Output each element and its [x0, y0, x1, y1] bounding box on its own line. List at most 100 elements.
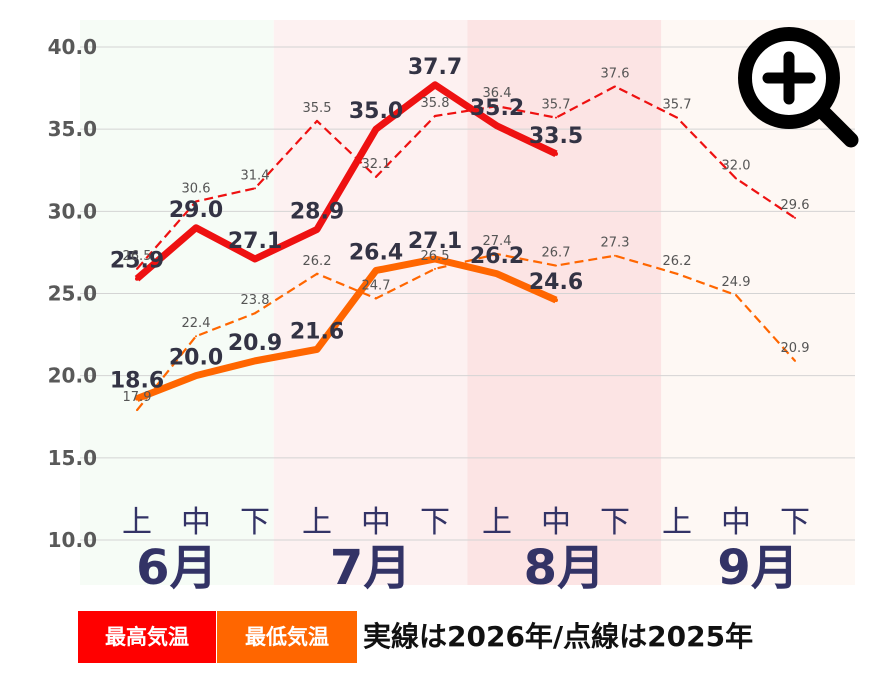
data-label-high_2025: 31.4: [241, 168, 270, 183]
y-tick-label: 35.0: [48, 117, 97, 141]
data-point-high_2026: [554, 151, 558, 156]
data-label-low_2026: 18.6: [110, 369, 164, 394]
data-label-high_2026: 37.7: [408, 55, 462, 80]
y-tick-label: 10.0: [48, 528, 97, 552]
data-point-low_2025: [496, 253, 498, 256]
data-point-high_2026: [253, 256, 257, 261]
data-point-low_2026: [253, 358, 257, 363]
series-line-low_2025: [136, 252, 796, 411]
data-label-low_2025: 26.2: [663, 254, 692, 269]
data-point-high_2026: [495, 123, 499, 128]
data-point-high_2025: [614, 85, 616, 88]
y-tick-label: 15.0: [48, 446, 97, 470]
data-point-low_2025: [375, 297, 377, 300]
x-subperiod-label: 中: [541, 505, 571, 540]
data-point-low_2025: [614, 254, 616, 257]
data-point-low_2025: [735, 294, 737, 297]
data-point-high_2025: [136, 267, 138, 270]
y-tick-label: 40.0: [48, 35, 97, 59]
legend-high-temp: 最高気温: [78, 611, 216, 663]
data-point-high_2025: [195, 200, 197, 203]
y-tick-label: 30.0: [48, 199, 97, 223]
data-label-high_2026: 29.0: [169, 198, 223, 223]
x-month-label: 9月: [717, 540, 798, 596]
series-line-low_2026: [135, 255, 558, 402]
data-point-low_2025: [136, 409, 138, 412]
series-line-high_2026: [134, 81, 558, 282]
data-point-high_2025: [434, 115, 436, 118]
data-label-low_2025: 27.3: [601, 236, 630, 251]
data-label-high_2025: 26.5: [123, 249, 152, 264]
data-label-high_2026: 25.9: [110, 249, 164, 274]
data-label-high_2025: 32.1: [362, 157, 391, 172]
data-label-high_2025: 32.0: [722, 158, 751, 173]
data-point-high_2026: [433, 82, 437, 87]
zoom-in-icon[interactable]: [735, 24, 861, 150]
data-label-low_2025: 17.9: [123, 390, 152, 405]
data-label-high_2025: 36.4: [483, 86, 512, 101]
data-label-low_2025: 24.9: [722, 275, 751, 290]
data-label-low_2026: 26.2: [470, 244, 524, 269]
data-label-high_2025: 35.7: [542, 98, 571, 113]
data-point-high_2026: [135, 276, 139, 281]
series-line-high_2025: [136, 85, 796, 270]
x-subperiod-label: 中: [361, 505, 391, 540]
data-point-low_2026: [194, 373, 198, 378]
data-point-low_2025: [195, 335, 197, 338]
data-point-low_2025: [316, 272, 318, 275]
x-subperiod-label: 下: [420, 505, 450, 540]
x-subperiod-label: 上: [662, 505, 692, 540]
x-subperiod-label: 下: [780, 505, 810, 540]
legend-line-style-note: 実線は2026年/点線は2025年: [363, 620, 754, 653]
data-point-high_2025: [794, 216, 796, 219]
data-label-high_2026: 35.0: [349, 99, 403, 124]
data-point-high_2026: [315, 227, 319, 232]
y-tick-label: 20.0: [48, 364, 97, 388]
data-label-low_2026: 20.0: [169, 346, 223, 371]
data-point-low_2025: [555, 264, 557, 267]
x-subperiod-label: 上: [482, 505, 512, 540]
data-point-low_2025: [794, 359, 796, 362]
data-point-low_2026: [315, 347, 319, 352]
data-label-high_2025: 30.6: [182, 181, 211, 196]
x-subperiod-label: 中: [721, 505, 751, 540]
data-point-high_2025: [496, 105, 498, 108]
data-label-high_2025: 35.8: [421, 96, 450, 111]
data-label-high_2025: 29.6: [781, 198, 810, 213]
data-point-high_2026: [374, 127, 378, 132]
x-subperiod-label: 上: [122, 505, 152, 540]
x-month-label: 7月: [330, 540, 411, 596]
data-label-low_2025: 26.5: [421, 249, 450, 264]
data-label-low_2026: 20.9: [228, 331, 282, 356]
data-label-low_2026: 24.6: [529, 270, 583, 295]
data-label-low_2025: 27.4: [483, 234, 512, 249]
data-point-low_2026: [495, 271, 499, 276]
x-month-label: 8月: [524, 540, 605, 596]
data-label-low_2025: 22.4: [182, 316, 211, 331]
data-point-high_2025: [735, 177, 737, 180]
data-label-low_2025: 23.8: [241, 293, 270, 308]
data-point-low_2025: [434, 267, 436, 270]
data-point-high_2025: [555, 116, 557, 119]
data-point-high_2025: [254, 187, 256, 190]
data-label-low_2025: 26.7: [542, 246, 571, 261]
legend-low-temp: 最低気温: [217, 611, 357, 663]
x-subperiod-label: 上: [302, 505, 332, 540]
x-month-label: 6月: [136, 540, 217, 596]
data-label-high_2026: 33.5: [529, 124, 583, 149]
data-label-high_2026: 35.2: [470, 96, 524, 121]
data-point-low_2025: [254, 312, 256, 315]
data-label-high_2025: 37.6: [601, 66, 630, 81]
data-label-high_2026: 27.1: [228, 229, 282, 254]
data-point-low_2026: [135, 396, 139, 401]
data-point-low_2026: [433, 256, 437, 261]
data-label-high_2025: 35.7: [663, 98, 692, 113]
data-point-high_2026: [194, 225, 198, 230]
data-label-low_2026: 21.6: [290, 319, 344, 344]
data-label-low_2026: 27.1: [408, 229, 462, 254]
data-label-low_2025: 26.2: [303, 254, 332, 269]
data-point-low_2025: [676, 272, 678, 275]
data-point-high_2025: [316, 119, 318, 122]
x-subperiod-label: 下: [600, 505, 630, 540]
